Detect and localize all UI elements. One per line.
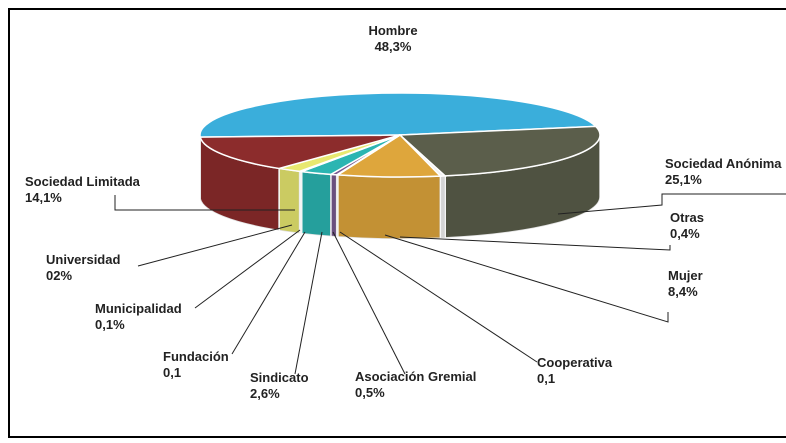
pie-slice bbox=[199, 92, 598, 138]
value-label: 14,1% bbox=[25, 190, 62, 205]
value-label: 0,5% bbox=[355, 385, 385, 400]
value-label: 0,1% bbox=[95, 317, 125, 332]
leader-line bbox=[114, 195, 295, 211]
slice-label: Sociedad Anónima bbox=[665, 156, 782, 171]
pie-side-shade bbox=[279, 168, 300, 234]
slice-label: Sociedad Limitada bbox=[25, 174, 141, 189]
value-label: 2,6% bbox=[250, 386, 280, 401]
leader-line bbox=[231, 231, 306, 355]
leader-line bbox=[332, 231, 406, 375]
slice-label: Fundación bbox=[163, 349, 229, 364]
pie-slice bbox=[199, 134, 401, 170]
pie-slice bbox=[398, 125, 601, 177]
slice-label: Municipalidad bbox=[95, 301, 182, 316]
slice-label: Universidad bbox=[46, 252, 120, 267]
leader-line bbox=[384, 234, 669, 323]
pie-side-shade bbox=[440, 175, 446, 239]
pie-side-shade bbox=[337, 174, 441, 239]
pie-side-shade bbox=[301, 171, 331, 237]
value-label: 0,4% bbox=[670, 226, 700, 241]
slice-label: Mujer bbox=[668, 268, 703, 283]
slice-label: Otras bbox=[670, 210, 704, 225]
pie-side-shade bbox=[200, 137, 280, 231]
leader-line bbox=[294, 231, 323, 375]
slice-label: Asociación Gremial bbox=[355, 369, 476, 384]
slice-label: Hombre bbox=[368, 23, 417, 38]
leader-line bbox=[557, 193, 786, 215]
pie-slice bbox=[335, 134, 443, 178]
value-label: 0,1 bbox=[163, 365, 181, 380]
value-label: 25,1% bbox=[665, 172, 702, 187]
slice-label: Cooperativa bbox=[537, 355, 613, 370]
value-label: 0,1 bbox=[537, 371, 555, 386]
value-label: 8,4% bbox=[668, 284, 698, 299]
leader-line bbox=[194, 229, 301, 309]
slice-label: Sindicato bbox=[250, 370, 309, 385]
value-label: 02% bbox=[46, 268, 72, 283]
leader-line bbox=[137, 224, 293, 267]
leader-line bbox=[339, 231, 538, 363]
pie-side-shade bbox=[445, 135, 600, 238]
leader-line bbox=[399, 236, 671, 251]
value-label: 48,3% bbox=[375, 39, 412, 54]
pie-side-shade bbox=[330, 174, 337, 237]
